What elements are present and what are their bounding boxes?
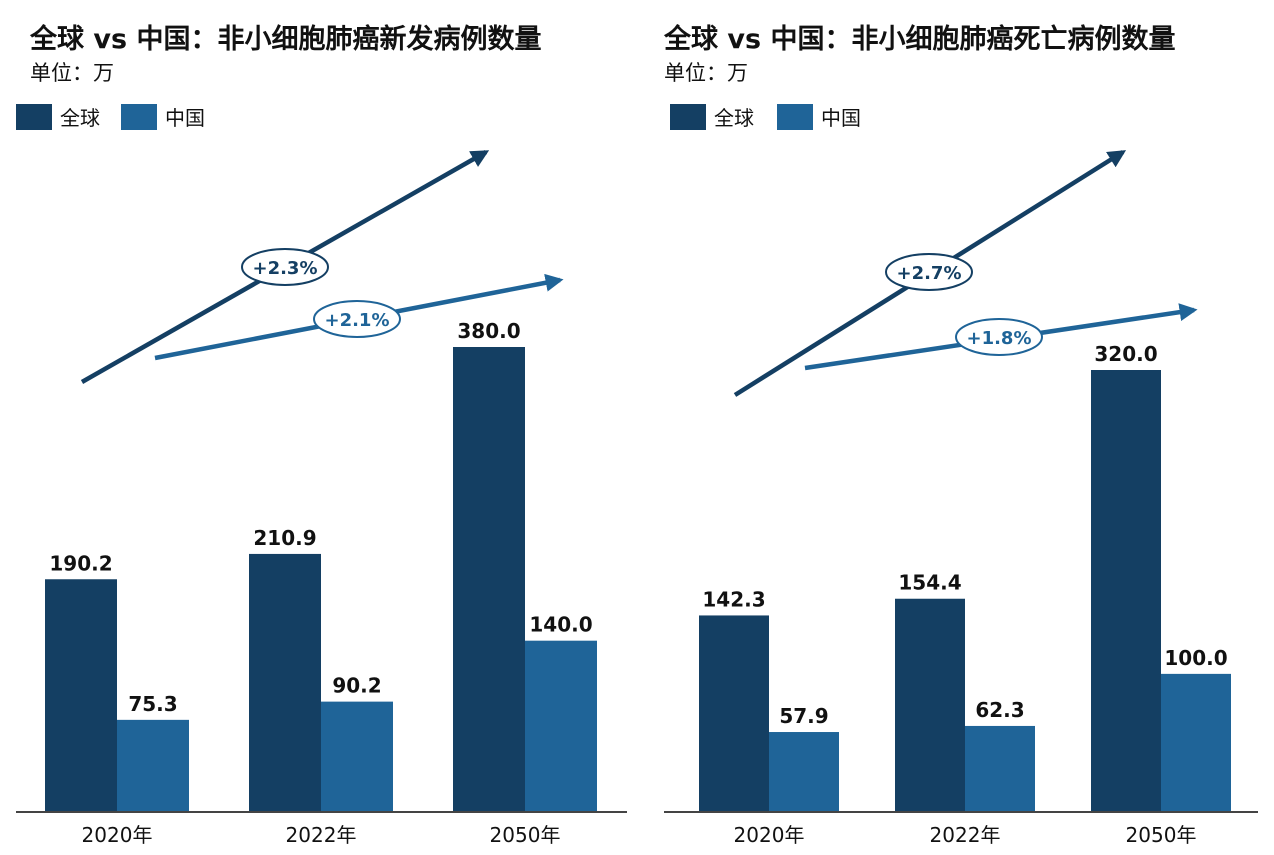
- x-tick-label-1: 2020年: [734, 823, 805, 847]
- cagr-label-global: +2.7%: [896, 263, 961, 284]
- data-label-global-1: 142.3: [702, 587, 765, 611]
- bar-china-3: [1161, 673, 1231, 812]
- data-label-china-2: 62.3: [975, 698, 1024, 722]
- legend-label-global: 全球: [60, 106, 100, 130]
- x-tick-label-1: 2020年: [82, 823, 153, 847]
- bar-group: [45, 347, 597, 812]
- legend-swatch-china: [777, 104, 813, 130]
- bar-china-2: [321, 701, 393, 812]
- cagr-badge-global: [885, 253, 973, 291]
- value-label-group: 190.2 75.3 210.9 90.2 380.0 140.0: [49, 319, 592, 716]
- data-label-global-1: 190.2: [49, 551, 112, 575]
- cagr-label-china: +1.8%: [966, 328, 1031, 349]
- chart-title: 全球 vs 中国：非小细胞肺癌新发病例数量: [29, 23, 541, 55]
- data-label-global-2: 154.4: [898, 571, 961, 595]
- chart-subtitle: 单位：万: [30, 61, 114, 85]
- legend-swatch-china: [121, 104, 157, 130]
- bar-global-2: [249, 553, 321, 812]
- cagr-label-china: +2.1%: [324, 310, 389, 331]
- bar-global-3: [453, 347, 525, 812]
- cagr-label-global: +2.3%: [252, 258, 317, 279]
- bar-china-1: [769, 732, 839, 812]
- bar-group: [699, 370, 1231, 812]
- chart-new-cases: 全球 vs 中国：非小细胞肺癌新发病例数量 单位：万 全球 中国 190.2 75…: [16, 23, 627, 847]
- bar-china-3: [525, 640, 597, 812]
- x-tick-label-3: 2050年: [1126, 823, 1197, 847]
- bar-global-2: [895, 598, 965, 812]
- legend-label-china: 中国: [165, 106, 205, 130]
- bar-global-1: [45, 579, 117, 812]
- data-label-china-3: 100.0: [1164, 646, 1227, 670]
- bar-global-1: [699, 615, 769, 812]
- cagr-badge-china: [313, 300, 401, 338]
- tick-label-group: 2020年 2022年 2050年: [82, 823, 561, 847]
- x-tick-label-2: 2022年: [930, 823, 1001, 847]
- legend-swatch-global: [670, 104, 706, 130]
- cagr-badge-global: [241, 248, 329, 286]
- data-label-china-1: 75.3: [128, 692, 177, 716]
- data-label-china-3: 140.0: [529, 613, 592, 637]
- data-label-global-3: 380.0: [457, 319, 520, 343]
- legend-label-china: 中国: [821, 106, 861, 130]
- bar-china-2: [965, 725, 1035, 812]
- legend-label-global: 全球: [714, 106, 754, 130]
- data-label-china-1: 57.9: [779, 704, 828, 728]
- x-tick-label-3: 2050年: [490, 823, 561, 847]
- data-label-global-3: 320.0: [1094, 342, 1157, 366]
- bar-global-3: [1091, 370, 1161, 812]
- data-label-global-2: 210.9: [253, 526, 316, 550]
- cagr-badge-china: [955, 318, 1043, 356]
- legend-swatch-global: [16, 104, 52, 130]
- chart-subtitle: 单位：万: [664, 61, 748, 85]
- chart-title: 全球 vs 中国：非小细胞肺癌死亡病例数量: [663, 23, 1175, 55]
- value-label-group: 142.3 57.9 154.4 62.3 320.0 100.0: [702, 342, 1227, 728]
- chart-deaths: 全球 vs 中国：非小细胞肺癌死亡病例数量 单位：万 全球 中国 142.3 57…: [663, 23, 1258, 847]
- bar-china-1: [117, 719, 189, 812]
- data-label-china-2: 90.2: [332, 674, 381, 698]
- tick-label-group: 2020年 2022年 2050年: [734, 823, 1197, 847]
- x-tick-label-2: 2022年: [286, 823, 357, 847]
